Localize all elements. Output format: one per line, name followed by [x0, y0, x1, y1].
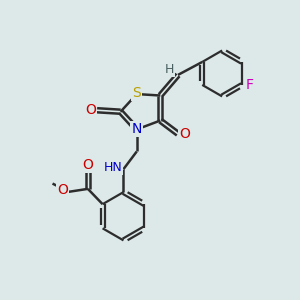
- Text: H: H: [164, 63, 174, 76]
- Text: HN: HN: [103, 161, 122, 174]
- Text: O: O: [179, 127, 190, 141]
- Text: S: S: [132, 85, 141, 100]
- Text: O: O: [85, 103, 96, 117]
- Text: O: O: [82, 158, 93, 172]
- Text: F: F: [245, 78, 253, 92]
- Text: N: N: [132, 122, 142, 136]
- Text: O: O: [57, 183, 68, 197]
